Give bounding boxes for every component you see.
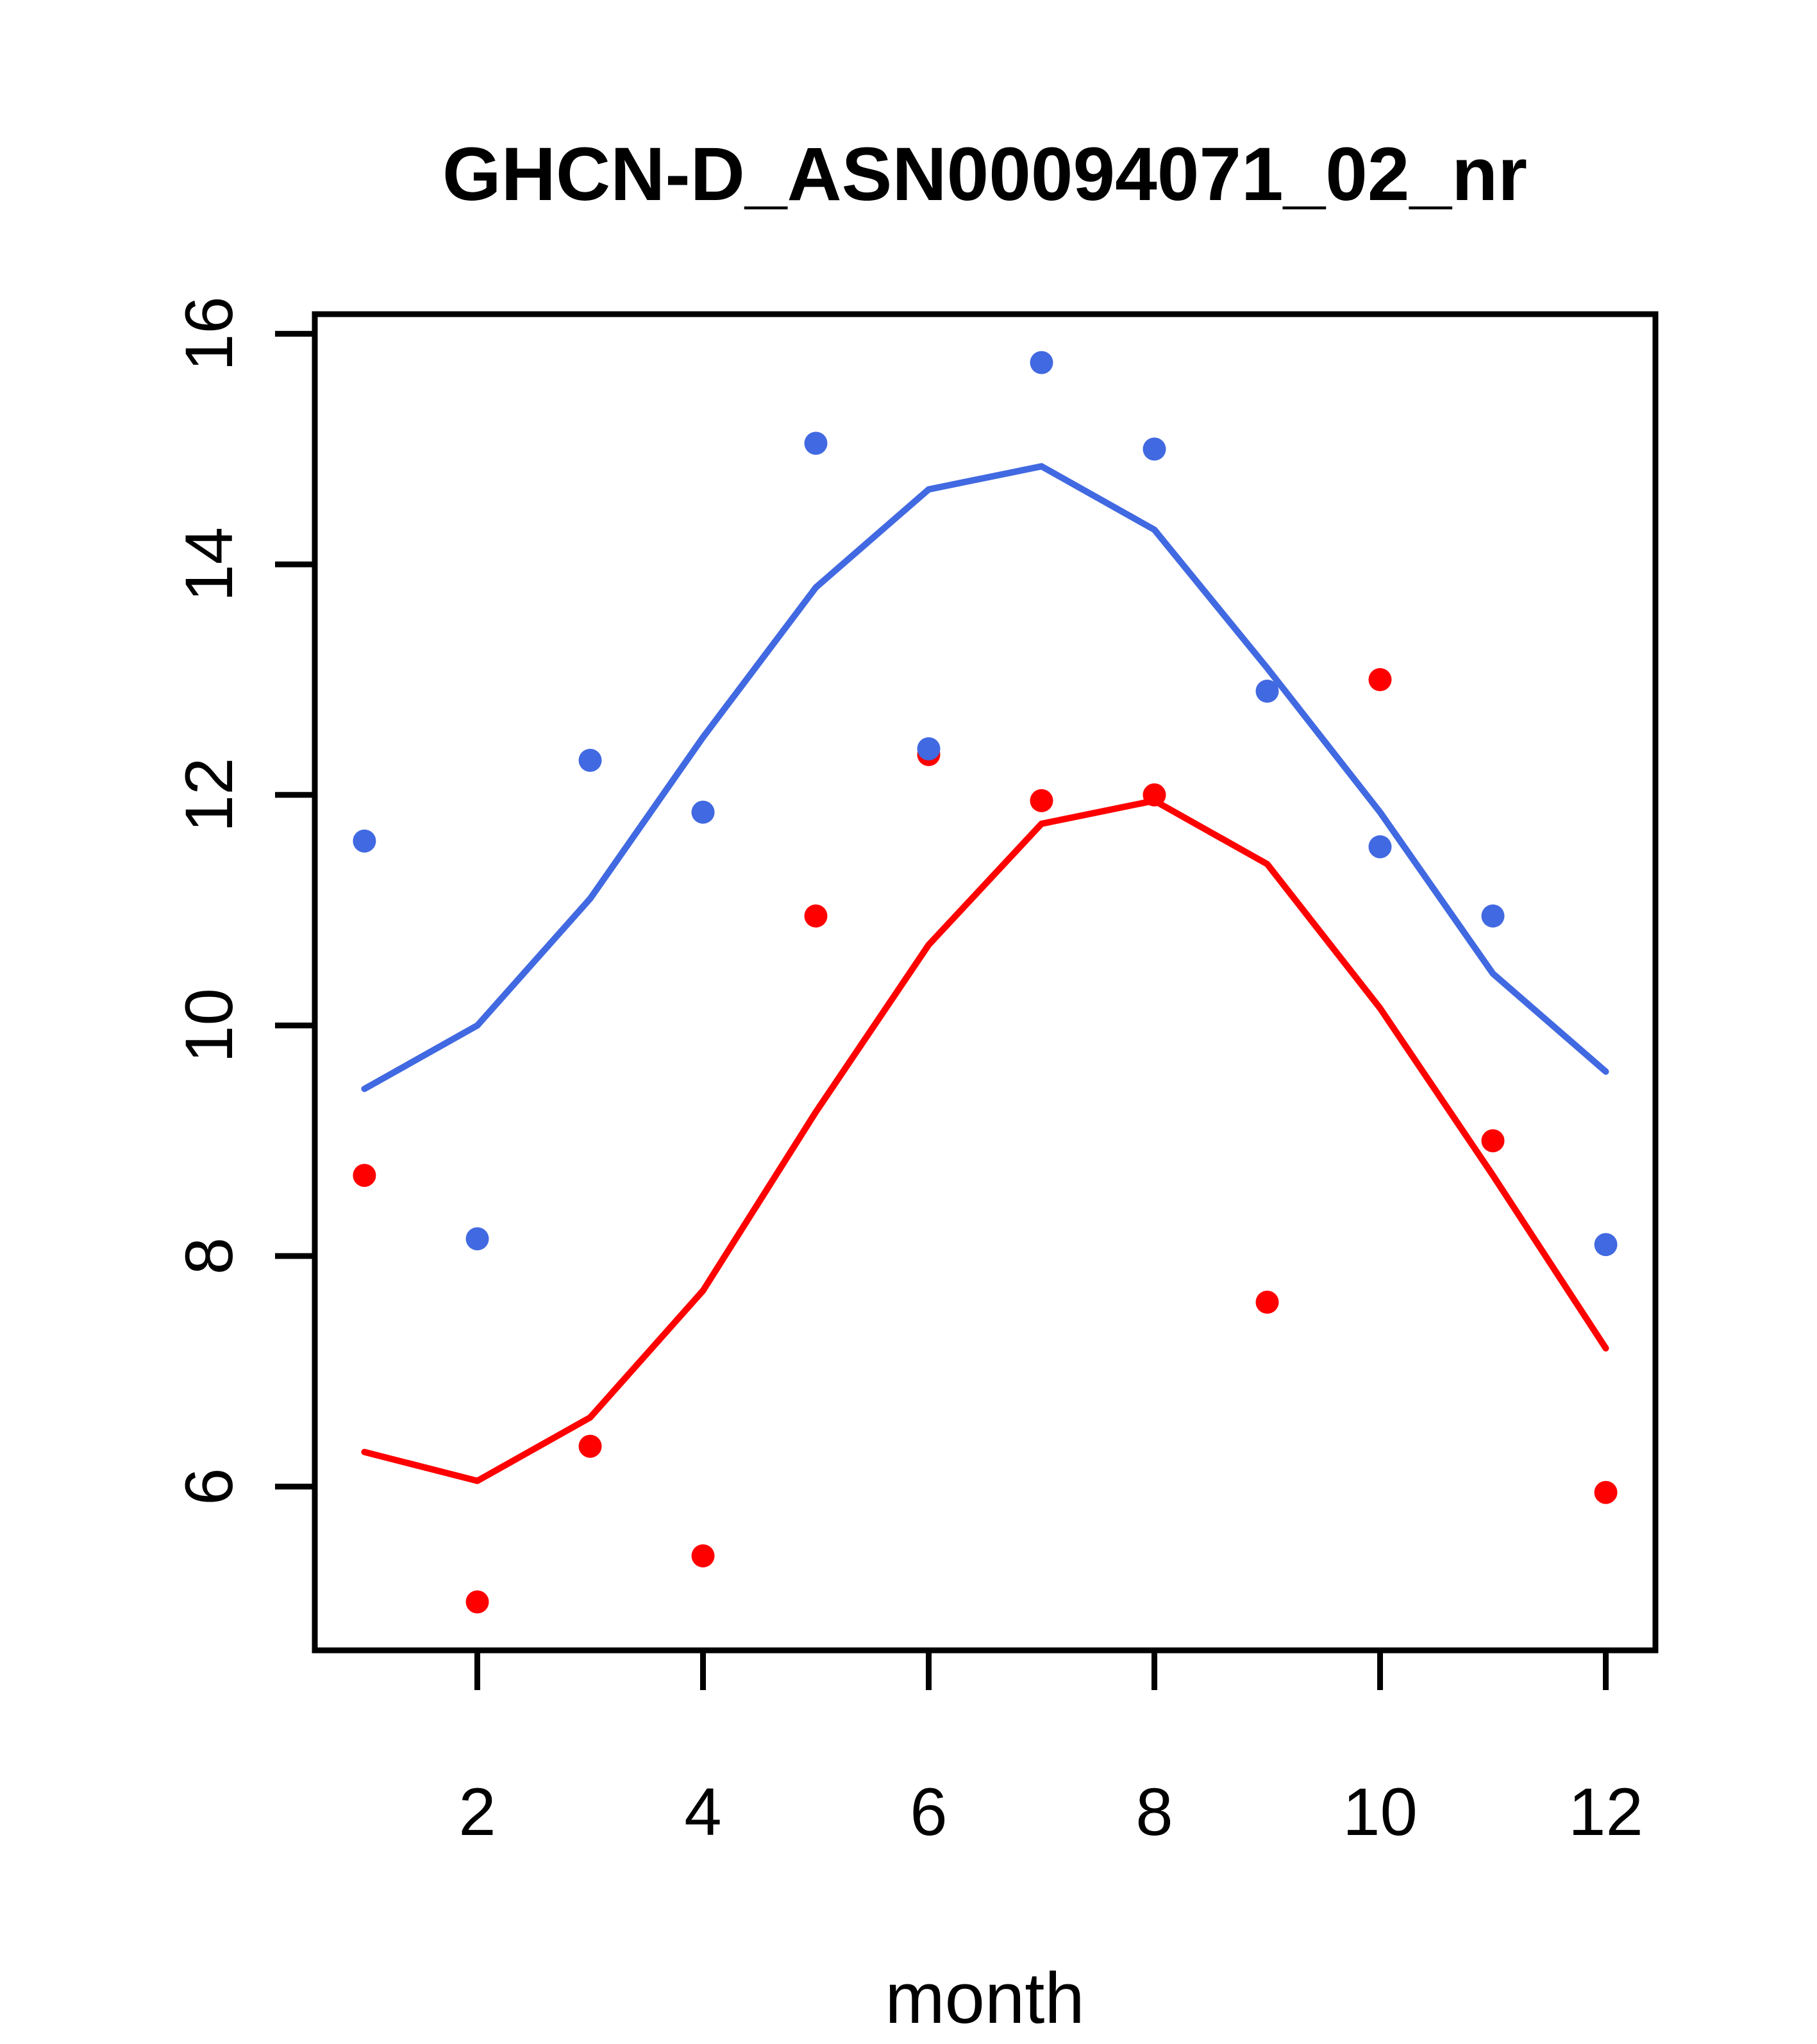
x-axis-title: month: [885, 1958, 1084, 2038]
plot-area: 6 8 10 12 14 16 2 4 6 8 10 12: [172, 296, 1659, 1850]
y-axis-tick-label: 16: [172, 296, 247, 371]
y-axis-tick-label: 8: [172, 1237, 247, 1275]
red-point: [1030, 789, 1053, 812]
x-axis-tick-label: 2: [458, 1775, 496, 1850]
blue-point: [353, 829, 376, 853]
red-point: [804, 904, 828, 928]
x-axis-tick-label: 8: [1135, 1775, 1173, 1850]
red-point: [465, 1590, 489, 1614]
blue-point: [465, 1227, 489, 1251]
blue-point: [1594, 1233, 1618, 1257]
blue-point: [1368, 835, 1392, 859]
blue-point: [691, 800, 715, 824]
red-point: [1368, 668, 1392, 691]
x-axis-tick-label: 6: [910, 1775, 947, 1850]
red-point: [1594, 1480, 1618, 1504]
blue-line: [361, 463, 1609, 1093]
chart-title: GHCN-D_ASN00094071_02_nr: [442, 132, 1527, 217]
red-point: [578, 1434, 602, 1458]
plot-box: [312, 311, 1659, 1654]
blue-point: [1255, 680, 1279, 703]
y-axis-tick-label: 12: [172, 757, 247, 832]
red-line: [361, 797, 1609, 1484]
red-point: [1143, 783, 1166, 807]
blue-point: [804, 431, 828, 455]
x-axis-tick-label: 4: [684, 1775, 721, 1850]
blue-point: [1030, 351, 1053, 374]
red-point: [691, 1544, 715, 1568]
blue-point: [578, 748, 602, 772]
blue-point: [1481, 904, 1505, 928]
y-axis-tick-label: 6: [172, 1468, 247, 1505]
y-axis-tick-label: 14: [172, 527, 247, 602]
blue-point: [1143, 437, 1166, 461]
red-point: [1255, 1291, 1279, 1314]
blue-point: [917, 737, 941, 760]
red-point: [353, 1164, 376, 1187]
x-axis-tick-label: 12: [1568, 1775, 1643, 1850]
red-point: [1481, 1129, 1505, 1153]
y-axis-tick-label: 10: [172, 988, 247, 1063]
x-axis-tick-label: 10: [1343, 1775, 1418, 1850]
